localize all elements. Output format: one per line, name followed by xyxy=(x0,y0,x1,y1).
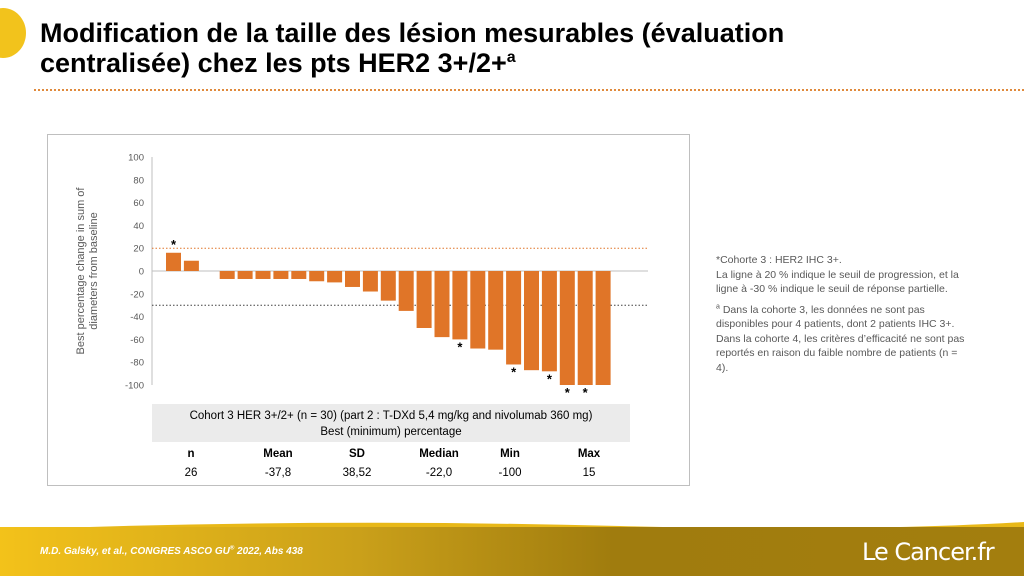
y-tick-label: 0 xyxy=(139,267,144,278)
footer-reference-sup: ® xyxy=(229,545,235,552)
brand-logo: Le Cancer.fr xyxy=(862,538,995,566)
stats-table-value: 38,52 xyxy=(343,467,372,479)
y-axis-label: Best percentage change in sum ofdiameter… xyxy=(75,187,100,355)
bar xyxy=(524,271,539,371)
bar xyxy=(595,271,611,385)
bar xyxy=(416,271,432,328)
asterisk-marker: * xyxy=(511,364,517,379)
bar xyxy=(309,271,325,282)
page-title-sup: a xyxy=(506,49,516,66)
stats-table-caption-bg xyxy=(152,404,630,442)
stats-table-header: Max xyxy=(578,448,601,460)
bar xyxy=(559,271,575,385)
y-tick-label: -20 xyxy=(130,289,144,300)
bar xyxy=(166,252,181,271)
stats-table-value: -100 xyxy=(498,467,521,479)
y-tick-label: -80 xyxy=(130,358,144,369)
page-title-text: Modification de la taille des lésion mes… xyxy=(40,18,785,78)
y-tick-label: -100 xyxy=(125,381,144,392)
stats-table-header: Mean xyxy=(263,448,292,460)
y-axis-label-line: diameters from baseline xyxy=(88,212,100,329)
title-divider xyxy=(34,89,1024,91)
bar xyxy=(327,271,343,283)
footer-reference-main: M.D. Galsky, et al., CONGRES ASCO GU xyxy=(40,546,230,557)
stats-table-header: SD xyxy=(349,448,365,460)
bar xyxy=(183,260,199,271)
stats-table-value: -22,0 xyxy=(426,467,452,479)
bar xyxy=(470,271,486,349)
y-tick-label: -60 xyxy=(130,335,144,346)
y-tick-label: 60 xyxy=(133,198,144,209)
y-tick-label: 80 xyxy=(133,175,144,186)
bar xyxy=(488,271,504,350)
notes-panel: *Cohorte 3 : HER2 IHC 3+. La ligne à 20 … xyxy=(716,253,966,381)
bar xyxy=(380,271,396,301)
bar xyxy=(255,271,271,279)
note1-line1: *Cohorte 3 : HER2 IHC 3+. xyxy=(716,254,842,266)
bar xyxy=(398,271,414,311)
stats-table-header: Min xyxy=(500,448,520,460)
stats-table-caption-line1: Cohort 3 HER 3+/2+ (n = 30) (part 2 : T-… xyxy=(190,410,593,422)
asterisk-marker: * xyxy=(171,237,177,252)
asterisk-marker: * xyxy=(457,339,463,354)
footer-band xyxy=(0,527,1024,576)
y-tick-label: -40 xyxy=(130,312,144,323)
note2-sup: a xyxy=(716,303,720,310)
y-tick-label: 40 xyxy=(133,221,144,232)
waterfall-chart: 100 80 60 40 20 0 -20 -40 -60 -80 -100 Best percent… xyxy=(75,153,648,479)
asterisk-marker: * xyxy=(583,385,589,400)
footer-reference: M.D. Galsky, et al., CONGRES ASCO GU® 20… xyxy=(40,546,303,557)
stats-table-value: -37,8 xyxy=(265,467,291,479)
bar xyxy=(506,271,522,365)
bar xyxy=(345,271,360,287)
stats-table-value: 26 xyxy=(185,467,198,479)
bar xyxy=(577,271,593,385)
stats-table-header: Median xyxy=(419,448,459,460)
bar xyxy=(362,271,378,292)
stats-table-header: n xyxy=(187,448,194,460)
corner-decoration xyxy=(0,8,26,58)
bar xyxy=(291,271,307,279)
note2-text: Dans la cohorte 3, les données ne sont p… xyxy=(716,303,965,374)
chart-panel: 100 80 60 40 20 0 -20 -40 -60 -80 -100 Best percent… xyxy=(47,134,690,486)
y-tick-label: 100 xyxy=(128,153,144,164)
stats-table-caption-line2: Best (minimum) percentage xyxy=(320,426,461,438)
stats-table-value: 15 xyxy=(583,467,596,479)
bar xyxy=(219,271,235,279)
bar xyxy=(452,271,468,340)
y-tick-label: 20 xyxy=(133,244,144,255)
note1-line2: La ligne à 20 % indique le seuil de prog… xyxy=(716,268,959,296)
bar xyxy=(541,271,557,372)
asterisk-marker: * xyxy=(565,385,571,400)
bar xyxy=(237,271,253,279)
footer-reference-tail: 2022, Abs 438 xyxy=(234,546,303,557)
bar xyxy=(434,271,450,338)
asterisk-marker: * xyxy=(547,371,553,386)
bar xyxy=(273,271,289,279)
page-title: Modification de la taille des lésion mes… xyxy=(40,18,940,78)
y-axis-label-line: Best percentage change in sum of xyxy=(75,187,87,355)
